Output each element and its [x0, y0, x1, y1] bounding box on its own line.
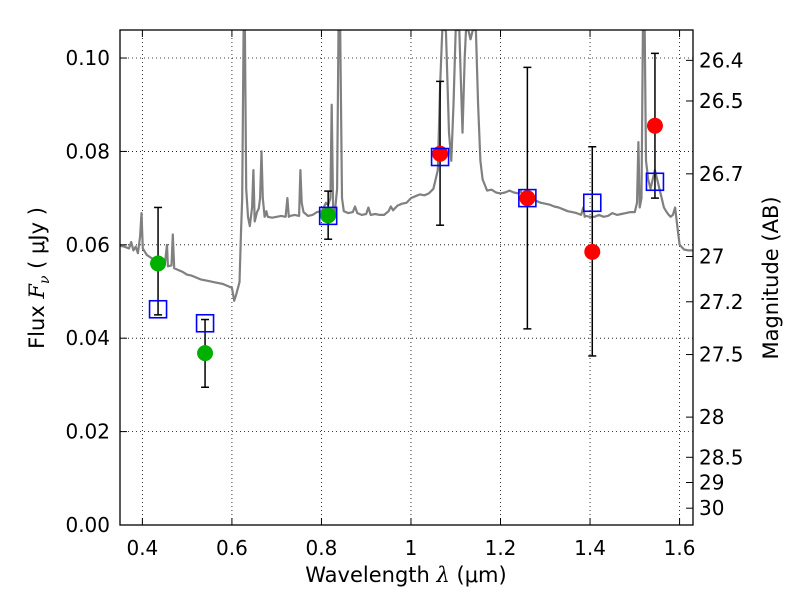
y-tick-label: 0.04: [65, 326, 110, 350]
x-tick-label: 0.8: [306, 536, 338, 560]
red-data-point: [432, 145, 449, 162]
x-axis-label-unit: (μm): [450, 563, 507, 587]
x-tick-label: 1.4: [574, 536, 606, 560]
model-photometry-square: [518, 188, 537, 208]
model-photometry-square: [582, 193, 602, 213]
y-tick-label: 0.00: [65, 513, 110, 537]
mag-tick-label: 29: [699, 471, 724, 495]
x-axis-label: Wavelength λ (μm): [305, 563, 506, 587]
y-tick-label: 0.10: [65, 46, 110, 70]
red-data-point: [646, 117, 663, 134]
y-tick-label: 0.06: [65, 233, 110, 257]
x-tick-label: 1.6: [664, 536, 696, 560]
model-photometry-square: [148, 299, 168, 319]
tick-labels: 0.4 0.6 0.8 1 1.2 1.4 1.6 0.00 0.02 0.04 0.06 0.08 0…: [65, 46, 743, 560]
data-points-layer: [150, 117, 663, 362]
y-tick-label: 0.02: [65, 420, 110, 444]
mag-tick-label: 27: [699, 244, 724, 268]
mag-tick-label: 27.2: [699, 290, 744, 314]
green-data-point: [320, 207, 337, 224]
x-tick-label: 1: [405, 536, 418, 560]
mag-tick-label: 26.5: [699, 89, 744, 113]
model-spectrum-layer: [120, 30, 693, 302]
x-tick-label: 0.4: [126, 536, 158, 560]
model-photometry-layer: [148, 147, 665, 333]
model-photometry-square: [318, 206, 338, 226]
green-data-point: [197, 345, 214, 362]
plot-frame: [119, 29, 694, 526]
y-tick-label: 0.08: [65, 139, 110, 163]
grid: [120, 30, 693, 526]
red-data-point: [584, 243, 601, 260]
mag-tick-label: 28: [699, 405, 724, 429]
errorbar-layer: [154, 52, 659, 388]
mag-tick-label: 30: [699, 496, 724, 520]
mag-tick-label: 26.7: [699, 162, 744, 186]
model-photometry-square: [645, 172, 665, 192]
green-data-point: [150, 255, 167, 272]
model-spectrum-line: [120, 30, 693, 302]
x-tick-label: 0.6: [216, 536, 248, 560]
y-axis-label-sub: ν: [37, 275, 53, 284]
model-photometry-square: [195, 313, 215, 333]
mag-tick-label: 27.5: [699, 343, 744, 367]
x-axis-label-main: Wavelength: [305, 563, 436, 587]
y-axis-label: Flux Fν ( μJy ): [25, 207, 53, 349]
x-axis-label-symbol: λ: [436, 563, 450, 587]
mag-tick-label: 26.4: [699, 48, 744, 72]
x-tick-label: 1.2: [485, 536, 517, 560]
right-axis-label: Magnitude (AB): [759, 196, 783, 359]
y-axis-label-unit: ( μJy ): [25, 207, 49, 275]
mag-tick-label: 28.5: [699, 445, 744, 469]
red-data-point: [519, 190, 536, 207]
axis-ticks: [120, 30, 693, 526]
model-photometry-square: [430, 147, 450, 167]
y-axis-label-symbol: F: [25, 283, 49, 300]
y-axis-label-main: Flux: [25, 299, 49, 349]
